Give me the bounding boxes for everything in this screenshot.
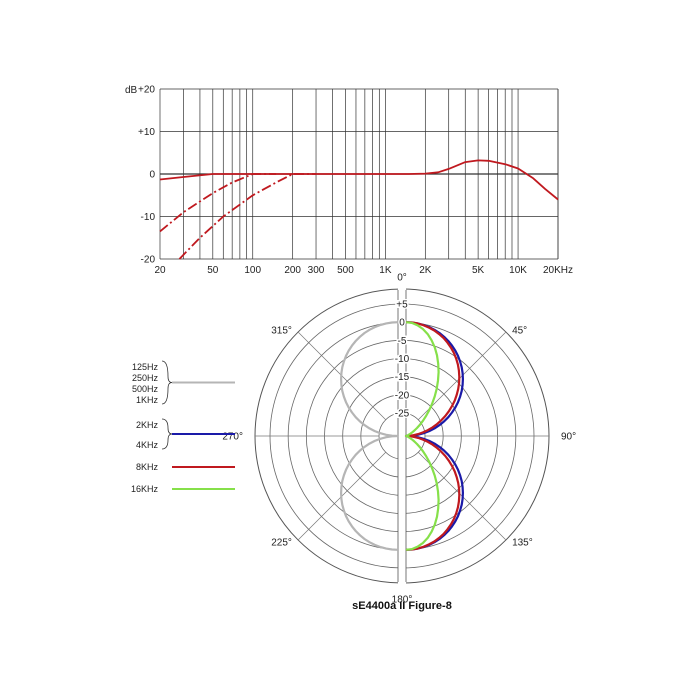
frequency-response-chart: +20+100-10-20 20 50 100 200 300 500 1K 2K 5K 10K 2…: [125, 85, 573, 277]
x-tick-label: 2K: [419, 265, 432, 276]
angle-label: 0°: [397, 273, 407, 284]
y-axis-unit-label: dB: [125, 85, 138, 96]
x-tick-label: 200: [284, 265, 301, 276]
angle-label: 315°: [271, 325, 292, 336]
x-tick-label: 20KHz: [543, 265, 573, 276]
legend-label: 8KHz: [136, 462, 159, 472]
radial-tick-label: -5: [398, 336, 407, 347]
polar-pattern-chart: +5 0 -5 -10 -15 -20 -25 0° 45° 90° 135° 180° 225° 27…: [222, 273, 576, 613]
legend-label: 4KHz: [136, 440, 159, 450]
response-line-3: [178, 173, 316, 260]
radial-tick-label: -15: [395, 372, 410, 383]
x-tick-label: 100: [244, 265, 261, 276]
radial-tick-label: -25: [395, 409, 410, 420]
y-tick-label: 0: [149, 170, 155, 181]
polar-chart-title: sE4400a II Figure-8: [352, 600, 452, 612]
radial-tick-labels: +5 0 -5 -10 -15 -20 -25: [393, 298, 411, 421]
legend-label: 1KHz: [136, 395, 159, 405]
radial-tick-label: 0: [399, 318, 405, 329]
angle-label: 180°: [392, 595, 413, 606]
polar-curve-1: [340, 321, 400, 551]
x-tick-label: 20: [154, 265, 166, 276]
response-line-2: [159, 173, 277, 233]
x-tick-label: 1K: [379, 265, 392, 276]
legend-brace: [161, 360, 173, 405]
legend-label: 250Hz: [132, 373, 159, 383]
y-tick-label: +10: [138, 127, 155, 138]
legend-label: 500Hz: [132, 384, 159, 394]
angle-labels: 0° 45° 90° 135° 180° 225° 270° 315°: [222, 273, 576, 606]
y-tick-label: -20: [141, 255, 156, 266]
radial-tick-label: -20: [395, 390, 410, 401]
frequency-series: [159, 159, 559, 260]
y-tick-label: +20: [138, 85, 155, 96]
angle-label: 90°: [561, 432, 576, 443]
angle-label: 270°: [222, 432, 243, 443]
polar-series: [340, 321, 464, 551]
legend-label: 16KHz: [131, 484, 159, 494]
axis-gap: [398, 286, 406, 586]
radial-tick-label: -10: [395, 354, 410, 365]
legend-brace: [161, 418, 173, 450]
angle-label: 135°: [512, 538, 533, 549]
x-tick-label: 5K: [472, 265, 485, 276]
x-tick-label: 10K: [509, 265, 527, 276]
response-line-1: [159, 159, 559, 201]
y-tick-labels: +20 +10 0 -10 -20: [138, 85, 155, 266]
angle-label: 45°: [512, 325, 527, 336]
x-tick-label: 50: [207, 265, 219, 276]
polar-curve-4: [404, 321, 440, 551]
x-tick-label: 300: [308, 265, 325, 276]
legend-label: 2KHz: [136, 420, 159, 430]
y-tick-label: -10: [141, 212, 156, 223]
radial-tick-label: +5: [396, 300, 408, 311]
legend-label: 125Hz: [132, 362, 159, 372]
x-tick-label: 500: [337, 265, 354, 276]
angle-label: 225°: [271, 538, 292, 549]
polar-grid: [254, 286, 550, 586]
x-tick-labels: 20 50 100 200 300 500 1K 2K 5K 10K 20KHz: [154, 265, 573, 276]
